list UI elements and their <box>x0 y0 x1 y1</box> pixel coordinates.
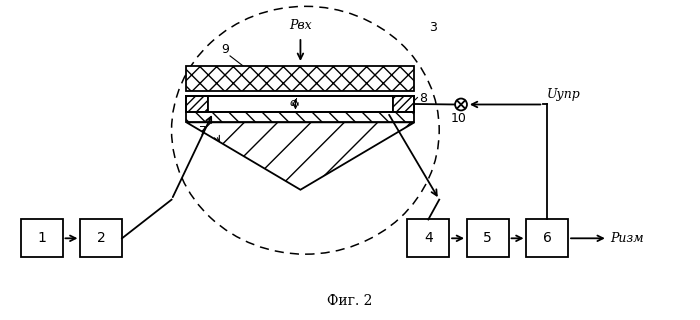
Bar <box>186 112 414 122</box>
Text: Ризм: Ризм <box>610 232 643 245</box>
Bar <box>526 220 568 257</box>
Text: Uупр: Uупр <box>547 88 581 100</box>
Text: Рвх: Рвх <box>289 19 312 32</box>
Text: Фиг. 2: Фиг. 2 <box>328 294 372 308</box>
Text: 5: 5 <box>484 231 492 245</box>
Polygon shape <box>186 122 414 190</box>
Text: 6: 6 <box>542 231 552 245</box>
Text: 8: 8 <box>419 92 428 105</box>
Bar <box>393 96 414 112</box>
Text: 7: 7 <box>199 125 207 138</box>
Text: 2: 2 <box>97 231 106 245</box>
Bar <box>186 66 414 91</box>
Text: 1: 1 <box>37 231 46 245</box>
Text: 9: 9 <box>221 43 229 56</box>
Text: 4: 4 <box>424 231 433 245</box>
Text: 3: 3 <box>429 21 438 34</box>
Text: d: d <box>290 98 297 108</box>
Bar <box>208 96 393 112</box>
Text: 10: 10 <box>451 112 467 125</box>
Bar <box>21 220 62 257</box>
Bar <box>186 96 208 112</box>
Bar <box>80 220 122 257</box>
Bar <box>467 220 509 257</box>
Bar <box>407 220 449 257</box>
